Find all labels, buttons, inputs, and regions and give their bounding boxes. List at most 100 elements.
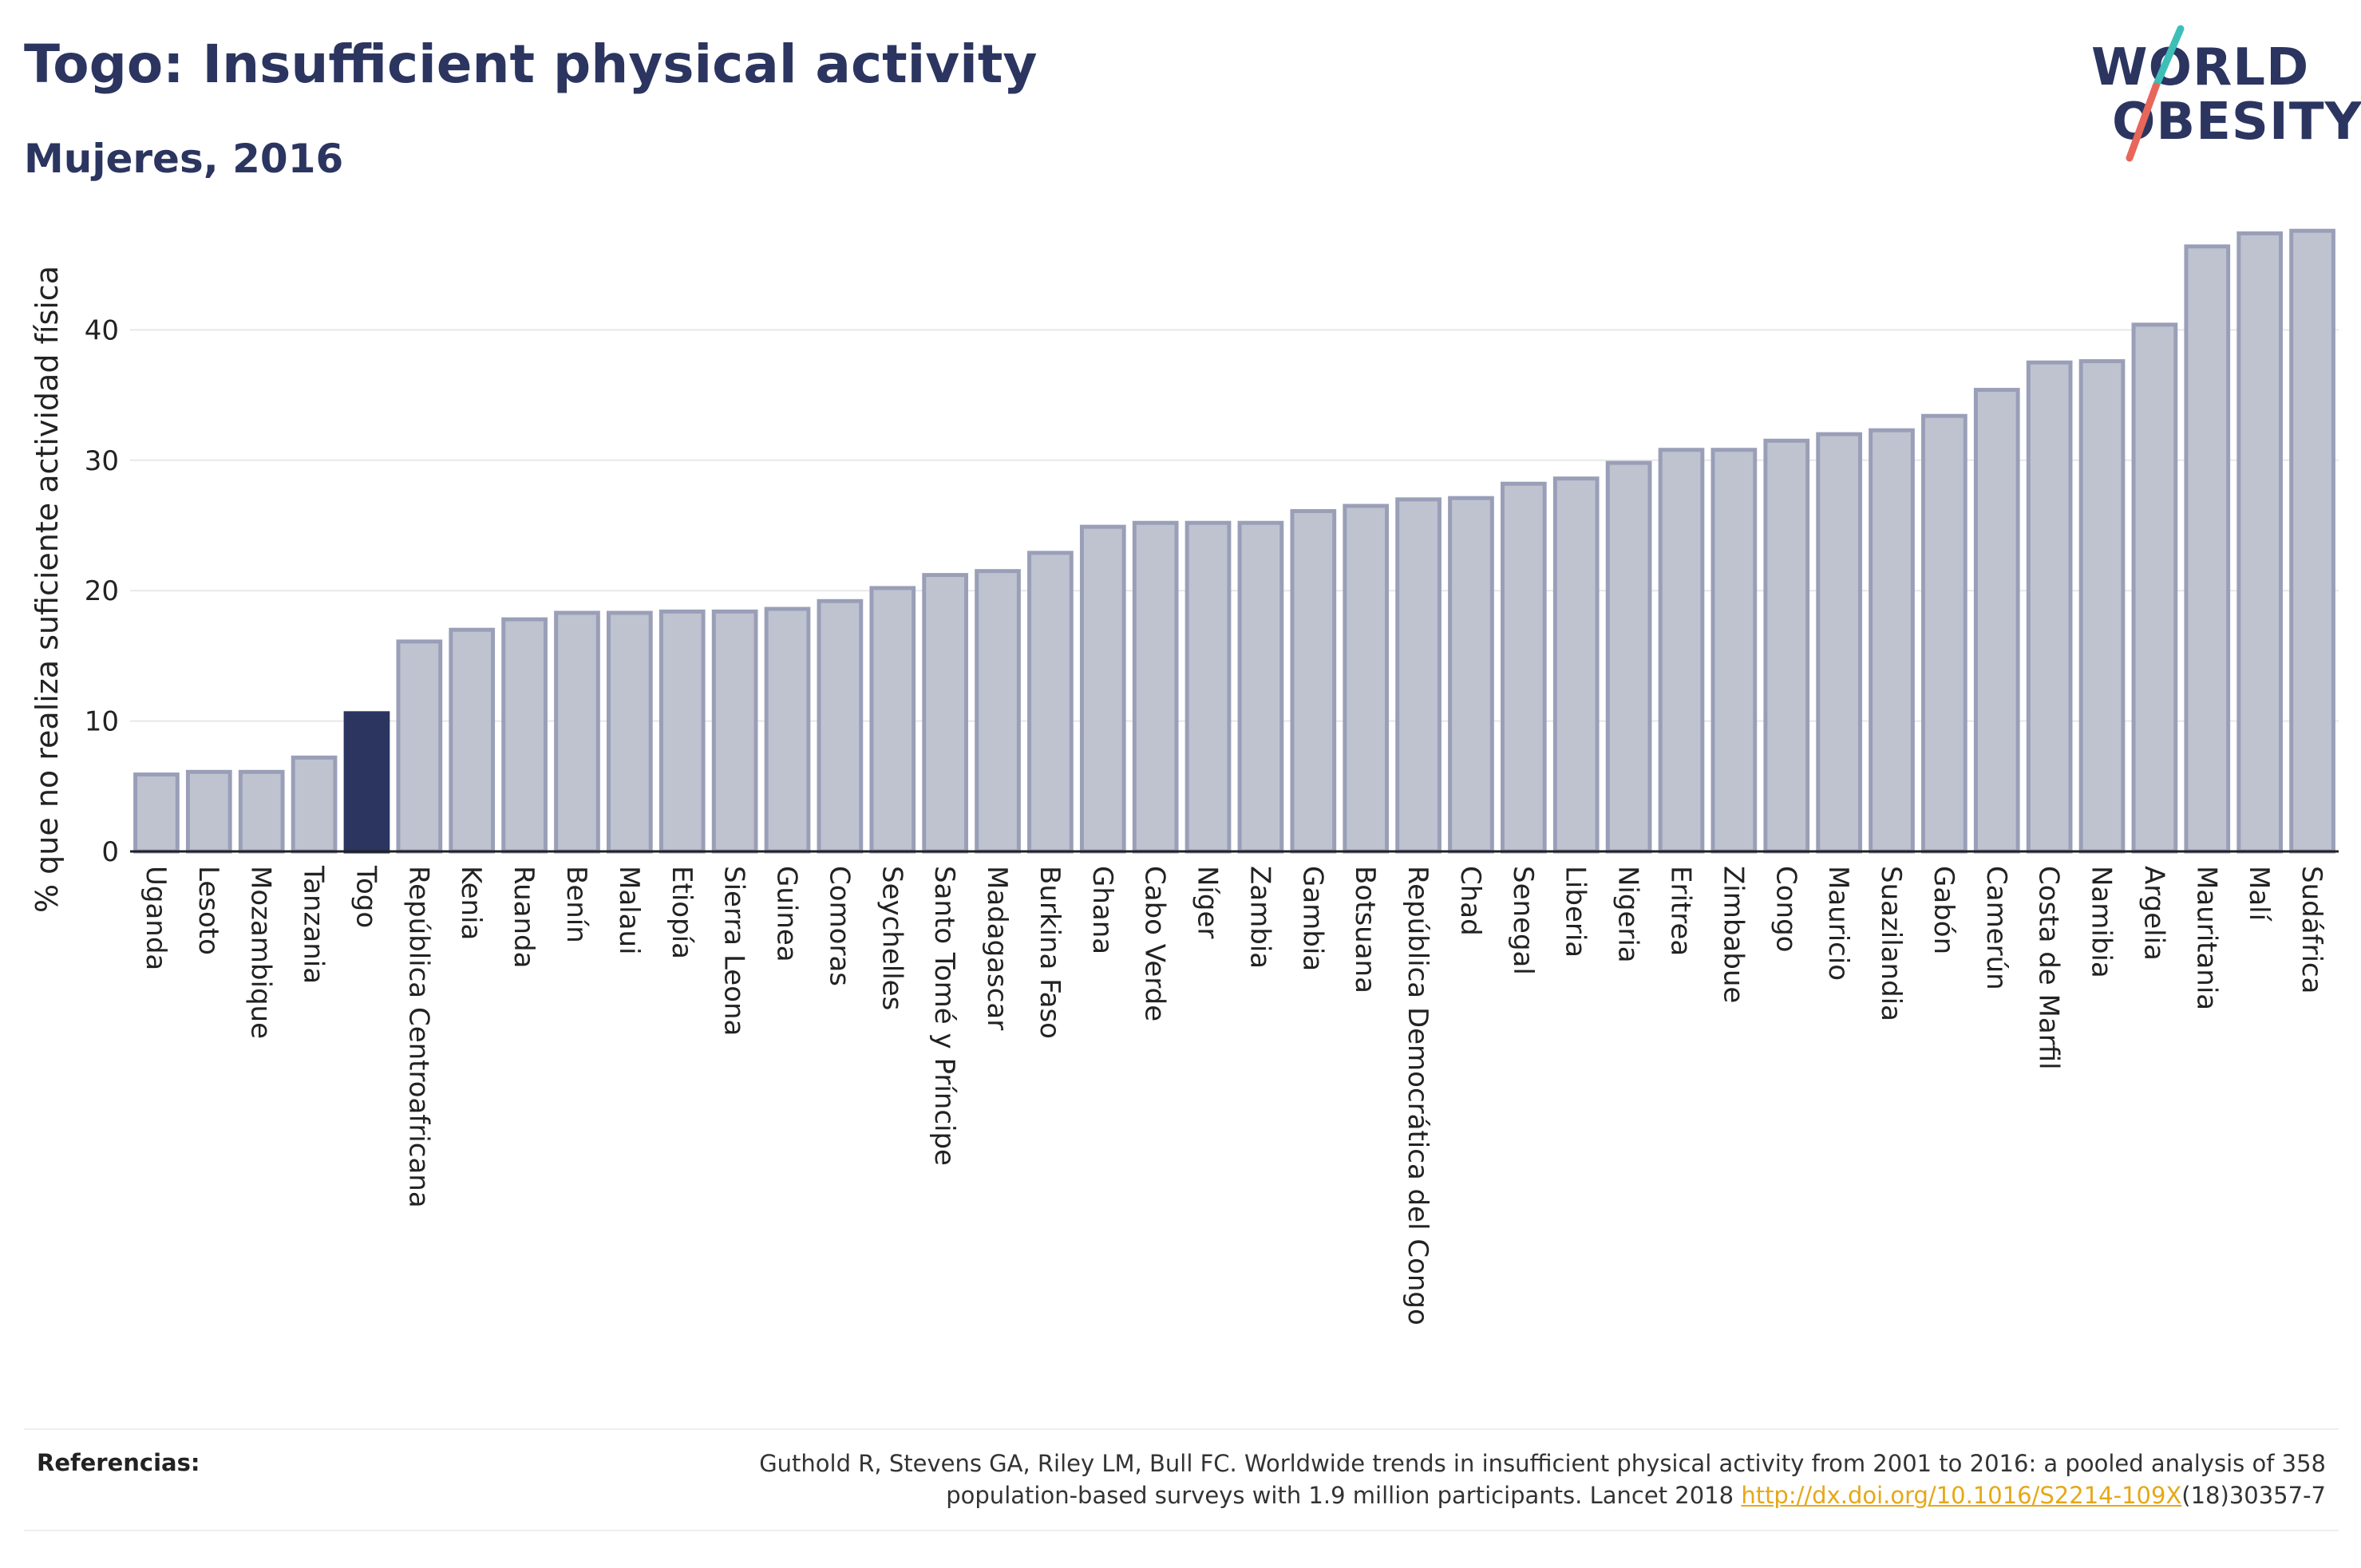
bar-guinea xyxy=(764,606,811,854)
x-tick-label: Mozambique xyxy=(245,866,277,1039)
bar-zimbabue xyxy=(1710,448,1758,854)
x-tick-label: Liberia xyxy=(1560,866,1592,958)
x-tick-label: Malaui xyxy=(613,866,645,954)
grid-lines xyxy=(130,329,2339,722)
y-tick-label: 10 xyxy=(85,706,119,738)
bar-mauricio xyxy=(1816,432,1862,854)
x-tick-label: Senegal xyxy=(1507,866,1539,975)
x-tick-label: Namibia xyxy=(2086,866,2118,978)
x-tick-label: Santo Tomé y Príncipe xyxy=(928,866,960,1166)
bar-suazilandia xyxy=(1869,428,1915,854)
bar-seychelles xyxy=(869,586,916,854)
bar-uganda xyxy=(133,772,180,854)
reference-line2-end: (18)30357-7 xyxy=(2181,1482,2326,1509)
references-text: Guthold R, Stevens GA, Riley LM, Bull FC… xyxy=(490,1448,2326,1511)
y-tick-label: 0 xyxy=(101,836,119,868)
references-label: Referencias: xyxy=(37,1449,200,1476)
x-tick-label: Zambia xyxy=(1244,866,1275,969)
x-tick-label: Guinea xyxy=(771,866,803,962)
bar-nigeria xyxy=(1605,460,1652,854)
bar-costa-de-marfil xyxy=(2026,360,2073,854)
bar-mal- xyxy=(2236,231,2284,854)
x-tick-label: República Centroafricana xyxy=(402,866,434,1208)
x-tick-label: Malí xyxy=(2243,866,2275,922)
bar-botsuana xyxy=(1343,504,1390,854)
y-tick-label: 20 xyxy=(85,575,119,607)
x-tick-label: Togo xyxy=(350,865,382,928)
bar-congo xyxy=(1763,438,1810,854)
bar-liberia xyxy=(1552,476,1600,854)
logo-slash-icon xyxy=(2126,25,2185,162)
bar-comoras xyxy=(817,598,864,854)
doi-link[interactable]: http://dx.doi.org/10.1016/S2214-109X xyxy=(1741,1482,2182,1509)
x-tick-label: Ghana xyxy=(1086,866,1118,954)
references-panel: Referencias: Guthold R, Stevens GA, Rile… xyxy=(24,1428,2339,1531)
x-tick-label: Cabo Verde xyxy=(1139,866,1171,1021)
bar-etiop-a xyxy=(658,609,706,854)
y-axis-label: % que no realiza suficiente actividad fí… xyxy=(30,266,65,913)
bar-rep-blica-centroafricana xyxy=(396,639,443,854)
x-tick-label: Tanzania xyxy=(298,865,330,984)
bar-ghana xyxy=(1079,524,1126,854)
bar-chad xyxy=(1448,496,1494,854)
bar-lesoto xyxy=(185,769,232,854)
world-obesity-logo: WORLD OBESITY xyxy=(2075,24,2361,168)
bar-malaui xyxy=(607,610,653,854)
x-tick-label: Chad xyxy=(1454,866,1486,936)
x-tick-label: Sierra Leona xyxy=(718,866,750,1036)
bar-sud-frica xyxy=(2289,228,2335,854)
reference-line2: population-based surveys with 1.9 millio… xyxy=(946,1482,1742,1509)
x-tick-label: Uganda xyxy=(140,866,172,970)
x-tick-label: Camerún xyxy=(1980,866,2012,990)
y-tick-labels: 0 10 20 30 40 xyxy=(85,314,119,868)
bar-gab-n xyxy=(1921,413,1968,854)
bar-eritrea xyxy=(1658,448,1705,854)
x-tick-label: República Democrática del Congo xyxy=(1402,866,1434,1325)
chart-subtitle: Mujeres, 2016 xyxy=(24,136,344,182)
x-tick-label: Burkina Faso xyxy=(1034,866,1066,1039)
x-tick-label: Comoras xyxy=(823,866,855,986)
x-tick-label: Zimbabue xyxy=(1717,866,1749,1003)
x-tick-label: Sudáfrica xyxy=(2296,866,2327,993)
x-tick-label: Eritrea xyxy=(1664,866,1696,956)
bar-namibia xyxy=(2078,359,2126,854)
bar-kenia xyxy=(449,627,496,854)
x-tick-label: Etiopía xyxy=(666,866,698,959)
x-tick-label: Congo xyxy=(1770,866,1801,952)
bar-gambia xyxy=(1290,509,1337,854)
x-tick-label: Mauritania xyxy=(2190,866,2222,1010)
bar-madagascar xyxy=(975,569,1021,854)
bar-chart: 0 10 20 30 40 Uganda Lesoto Mozambique Tanzania… xyxy=(30,228,2339,1325)
bar-tanzania xyxy=(291,755,338,854)
x-tick-label: Benín xyxy=(560,866,592,943)
bars xyxy=(133,228,2335,854)
x-tick-labels: Uganda Lesoto Mozambique Tanzania Togo Repúbl… xyxy=(140,865,2327,1325)
bar-zambia xyxy=(1237,520,1284,854)
bar-togo xyxy=(343,711,390,854)
x-tick-label: Gabón xyxy=(1928,866,1960,954)
bar-santo-tom-y-pr-ncipe xyxy=(922,573,969,854)
x-tick-label: Lesoto xyxy=(192,866,224,955)
x-tick-label: Kenia xyxy=(455,866,487,940)
x-tick-label: Argelia xyxy=(2138,866,2169,961)
bar-ben-n xyxy=(554,610,600,854)
logo-line1: WORLD xyxy=(2091,38,2310,97)
y-tick-label: 40 xyxy=(85,314,119,346)
x-tick-label: Botsuana xyxy=(1349,866,1381,993)
x-tick-label: Gambia xyxy=(1296,866,1328,971)
bar-camer-n xyxy=(1973,388,2020,854)
bar-n-ger xyxy=(1184,520,1232,854)
chart-title: Togo: Insufficient physical activity xyxy=(24,34,1038,95)
x-tick-label: Níger xyxy=(1192,866,1224,938)
y-tick-label: 30 xyxy=(85,445,119,477)
x-tick-label: Costa de Marfil xyxy=(2033,866,2065,1070)
bar-cabo-verde xyxy=(1132,520,1179,854)
x-tick-label: Suazilandia xyxy=(1875,866,1907,1021)
bar-rep-blica-democr-tica-del-congo xyxy=(1395,497,1442,854)
x-tick-label: Seychelles xyxy=(876,866,908,1010)
bar-sierra-leona xyxy=(711,609,758,854)
bar-ruanda xyxy=(501,617,548,854)
reference-line1: Guthold R, Stevens GA, Riley LM, Bull FC… xyxy=(759,1450,2326,1477)
bar-mauritania xyxy=(2184,244,2231,854)
bar-senegal xyxy=(1500,481,1547,854)
